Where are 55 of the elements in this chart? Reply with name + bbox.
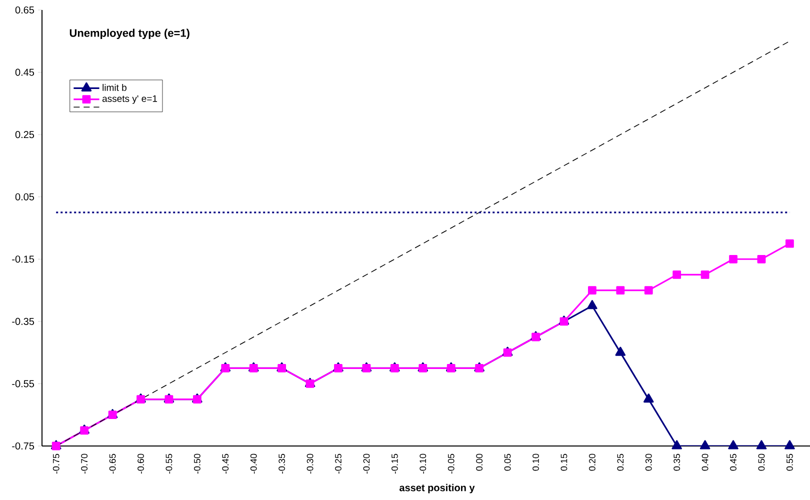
point	[672, 270, 682, 279]
x-tick-label: -0.35	[278, 454, 286, 474]
point	[700, 270, 710, 279]
x-tick-label: -0.75	[52, 454, 60, 474]
y-tick-label: 0.65	[15, 6, 34, 14]
x-tick-label: 0.15	[560, 454, 568, 471]
x-tick-label: -0.65	[109, 454, 116, 474]
point	[615, 346, 626, 356]
point	[672, 440, 682, 450]
x-tick-label: 0.00	[476, 454, 483, 471]
x-tick-label: -0.05	[448, 454, 454, 474]
text: Unemployed type (e=1)	[70, 28, 190, 40]
x-tick-label: -0.55	[166, 454, 172, 474]
y-tick-label: 0.45	[15, 68, 34, 76]
point	[587, 300, 598, 310]
x-tick-label: -0.10	[420, 454, 426, 474]
x-tick-label: 0.05	[504, 454, 511, 471]
x-tick-label: 0.50	[758, 454, 765, 471]
x-tick-label: -0.45	[222, 454, 229, 474]
x-tick-label: -0.60	[138, 454, 144, 474]
y-tick-label: -0.55	[12, 380, 34, 388]
point	[729, 254, 738, 264]
x-tick-label: 0.25	[617, 454, 624, 471]
x-axis-title: asset position y	[400, 484, 475, 494]
point	[757, 254, 766, 264]
x-tick-label: 0.35	[674, 454, 680, 471]
x-tick-label: -0.40	[250, 454, 257, 474]
y-tick-label: -0.15	[12, 256, 34, 263]
x-tick-label: -0.15	[391, 454, 398, 474]
y-tick-label: -0.75	[12, 442, 34, 450]
x-tick-label: -0.70	[81, 454, 88, 474]
y-tick-label: -0.35	[12, 318, 34, 325]
y-tick-label: 0.05	[15, 193, 34, 200]
point	[784, 440, 795, 450]
point	[616, 286, 625, 294]
x-tick-label: 0.40	[702, 454, 708, 471]
point	[643, 393, 654, 403]
point	[700, 440, 710, 450]
y-tick-label: 0.25	[15, 131, 34, 138]
x-tick-label: 0.10	[532, 454, 539, 471]
x-tick-label: 0.45	[730, 454, 736, 471]
x-tick-label: 0.30	[645, 454, 652, 471]
point	[644, 286, 653, 294]
point	[756, 440, 767, 450]
x-tick-label: 0.55	[786, 454, 793, 471]
point	[588, 286, 596, 294]
legend-label: limit b	[102, 84, 126, 91]
x-tick-label: 0.20	[588, 454, 596, 471]
x-tick-label: -0.50	[194, 454, 200, 474]
x-tick-label: -0.25	[335, 454, 342, 474]
x-tick-label: -0.20	[363, 454, 370, 474]
point	[785, 239, 794, 248]
point	[728, 440, 738, 450]
legend-label: assets y' e=1	[102, 95, 157, 104]
x-tick-label: -0.30	[306, 454, 314, 474]
